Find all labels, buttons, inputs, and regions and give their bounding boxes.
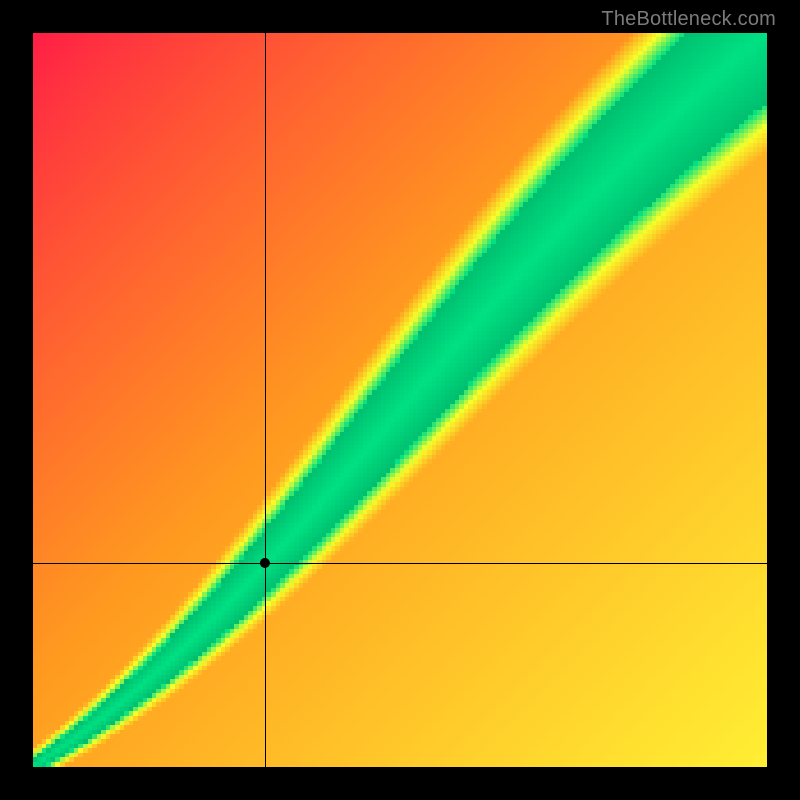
watermark-text: TheBottleneck.com: [601, 8, 776, 31]
bottleneck-heatmap: [33, 33, 767, 767]
heatmap-canvas: [33, 33, 767, 767]
